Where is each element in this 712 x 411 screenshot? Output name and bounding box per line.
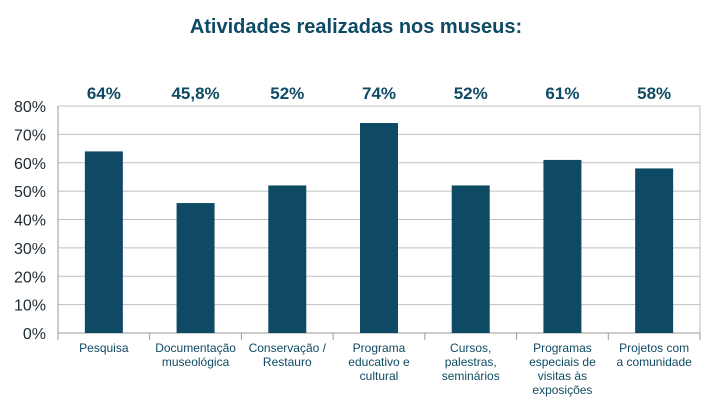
y-tick-label: 50%	[14, 184, 46, 201]
bar	[360, 123, 398, 334]
x-tick-label: Projetos com a comunidade	[616, 341, 692, 369]
data-label: 64%	[87, 84, 121, 103]
x-tick-label: Conservação / Restauro	[249, 341, 327, 369]
bars	[84, 123, 674, 334]
y-tick-label: 0%	[23, 326, 46, 343]
data-label: 52%	[454, 84, 488, 103]
y-axis: 0% 10% 20% 30% 40% 50% 60% 70% 80%	[14, 99, 46, 343]
chart-title: Atividades realizadas nos museus:	[190, 16, 522, 38]
bar	[451, 185, 490, 333]
bar	[635, 168, 674, 333]
data-label: 58%	[637, 84, 671, 103]
x-tick-label: Cursos, palestras, seminários	[442, 341, 500, 383]
bar	[268, 185, 307, 333]
y-tick-label: 70%	[14, 127, 46, 144]
bar	[84, 151, 123, 333]
y-tick-label: 30%	[14, 241, 46, 258]
x-tick-label: Documentação museológica	[155, 341, 236, 369]
y-tick-label: 40%	[14, 213, 46, 230]
bar	[543, 159, 582, 333]
x-axis: Pesquisa Documentação museológica Conservaç…	[57, 333, 701, 397]
bar	[176, 203, 215, 333]
data-labels: 64% 45,8% 52% 74% 52% 61% 58%	[87, 84, 671, 103]
x-tick-label: Programas especiais de visitas às exposiçõe…	[529, 341, 596, 397]
x-tick-label: Pesquisa	[79, 341, 129, 355]
x-tick-label: Programa educativo e cultural	[348, 341, 410, 383]
y-tick-label: 80%	[14, 99, 46, 116]
data-label: 52%	[270, 84, 304, 103]
y-tick-label: 20%	[14, 269, 46, 286]
y-tick-label: 10%	[14, 298, 46, 315]
data-label: 74%	[362, 84, 396, 103]
y-tick-label: 60%	[14, 156, 46, 173]
data-label: 45,8%	[171, 84, 219, 103]
data-label: 61%	[545, 84, 579, 103]
